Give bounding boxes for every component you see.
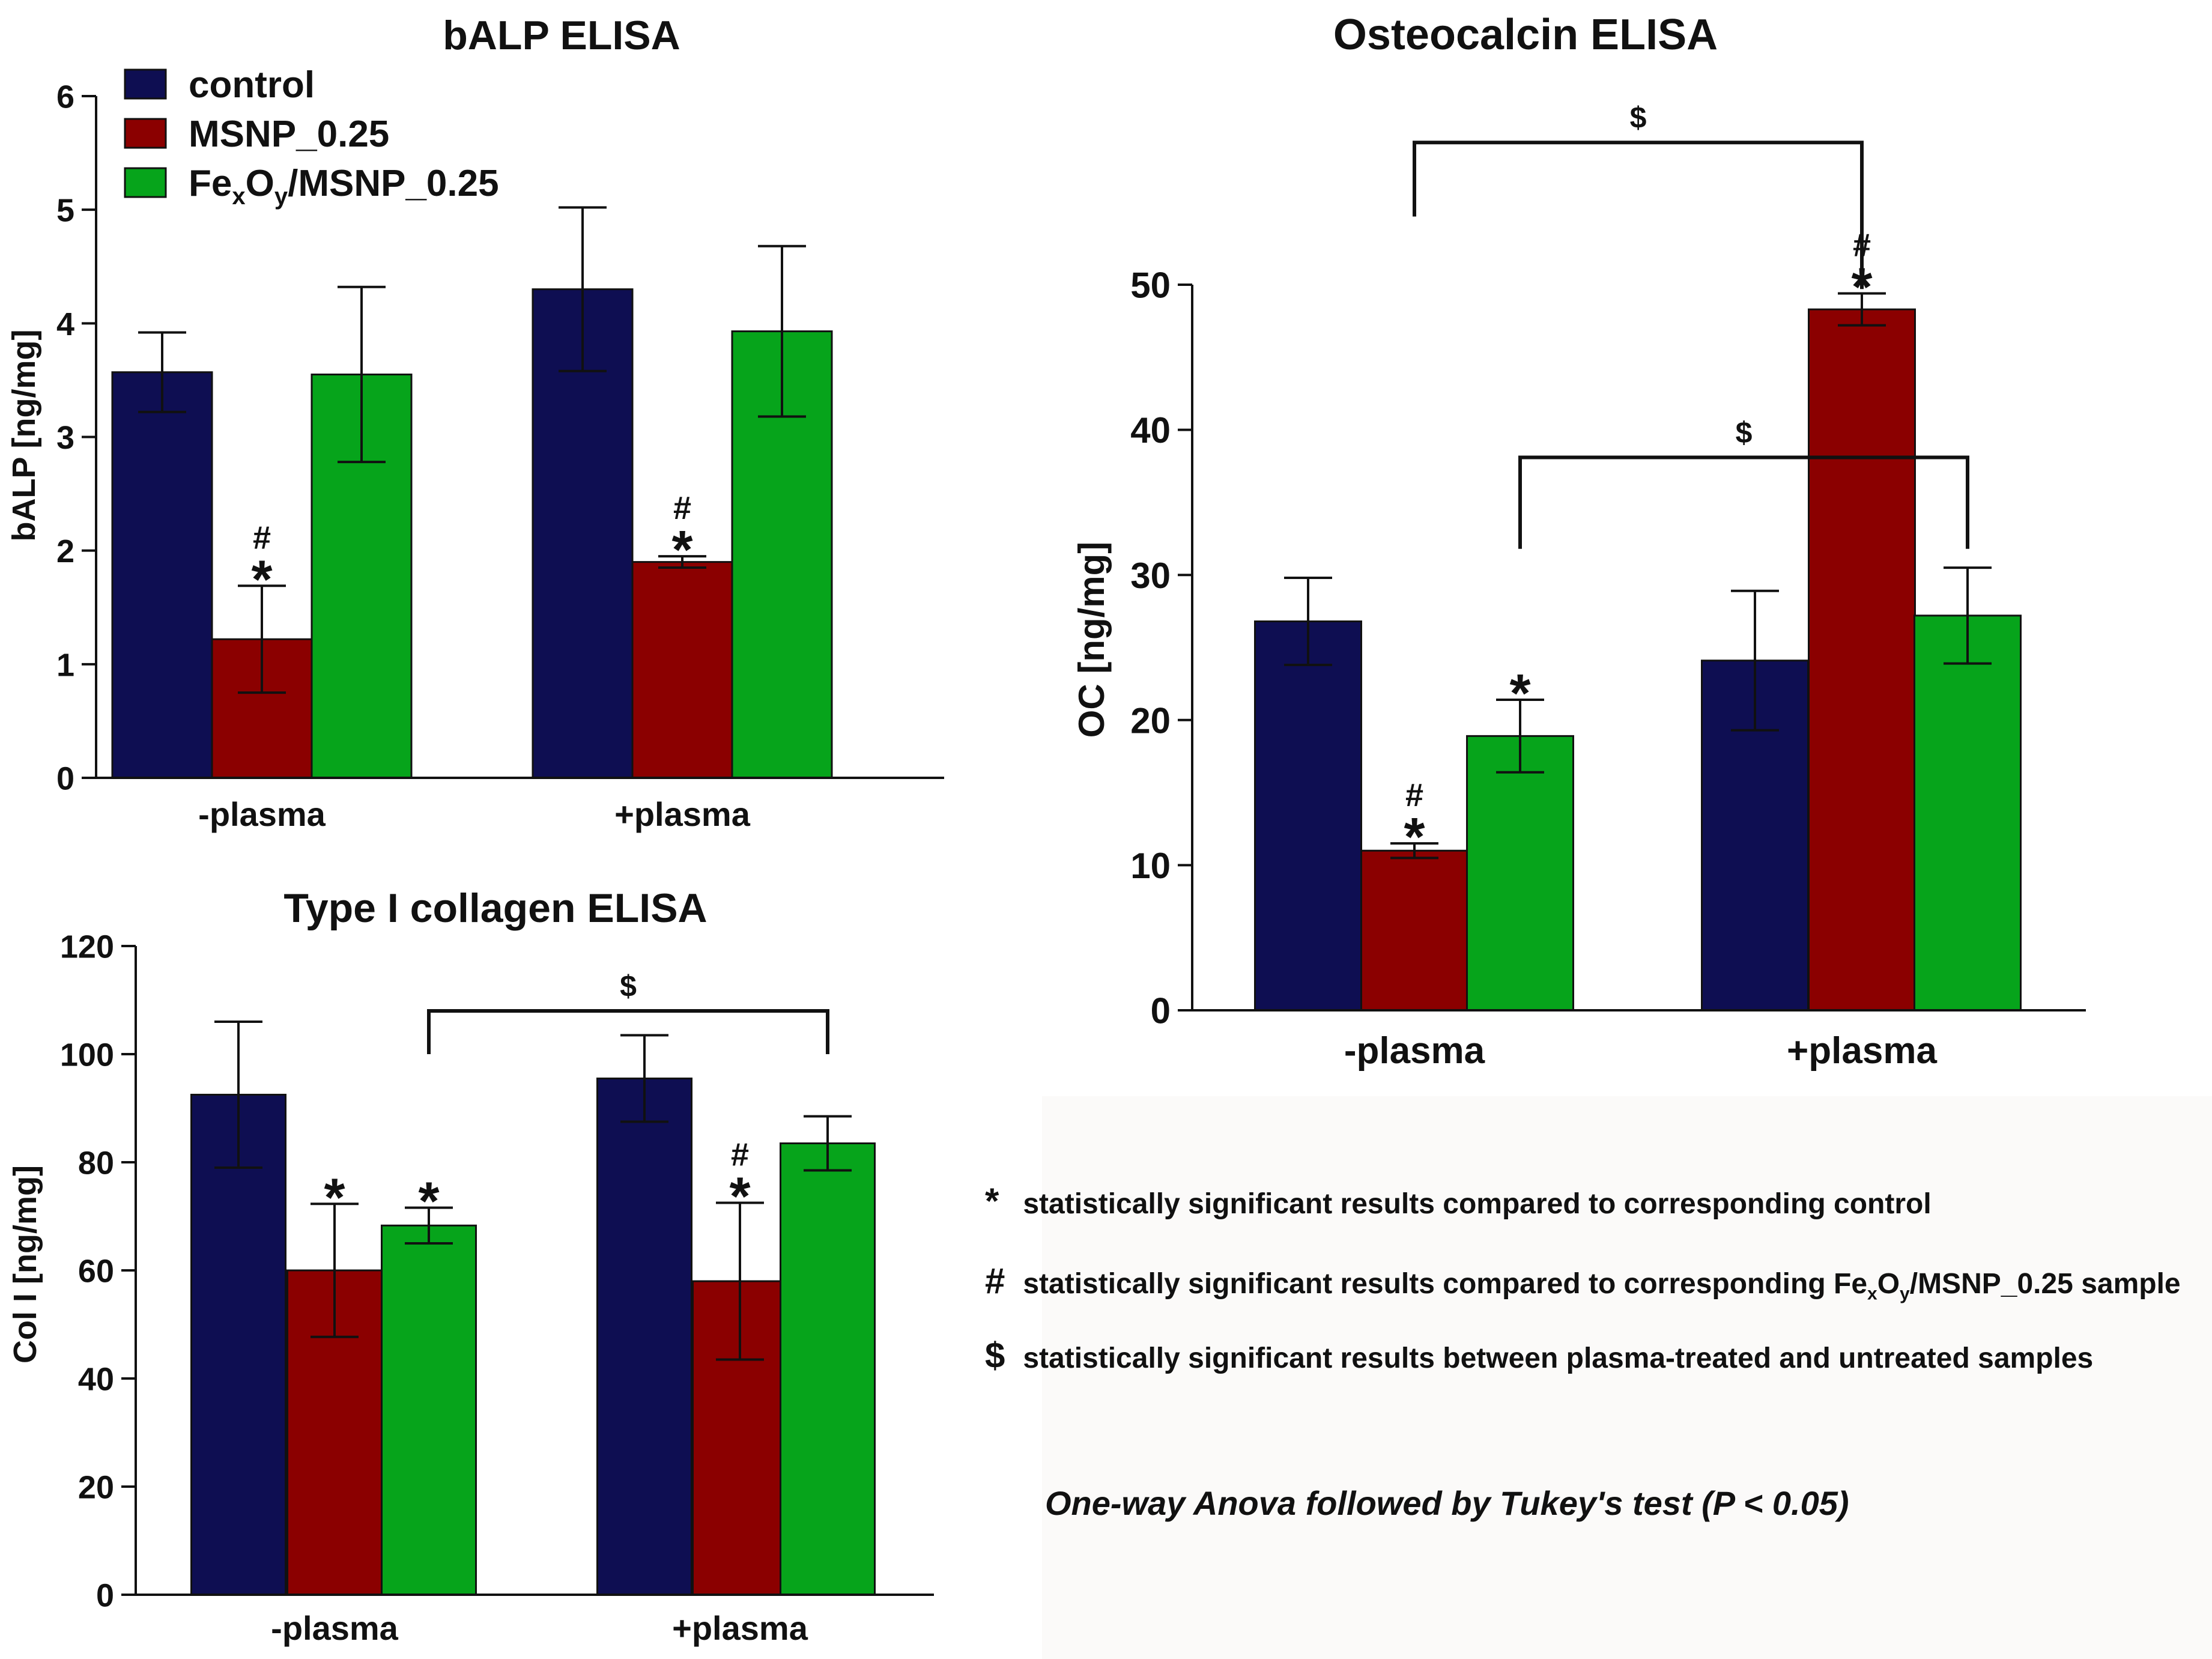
balp-significance-star: *	[671, 520, 692, 580]
oc-significance-hash: #	[1405, 777, 1423, 813]
oc-title: Osteocalcin ELISA	[1333, 11, 1718, 59]
col-bar-control-minus-plasma	[190, 1094, 286, 1596]
col-significance-hash: #	[731, 1137, 749, 1173]
legend-label-part: Fe	[189, 163, 232, 204]
balp-y-tick-label: 2	[56, 533, 74, 569]
oc-bar-fexoy-msnp-0-25-minus-plasma	[1466, 735, 1574, 1011]
balp-significance-hash: #	[253, 520, 271, 556]
note-star-text: statistically significant results compar…	[1023, 1188, 1932, 1220]
balp-y-tick-label: 0	[56, 760, 74, 796]
col-y-tick-label: 60	[78, 1253, 114, 1289]
oc-bar-msnp-0-25-minus-plasma	[1360, 849, 1468, 1011]
col-category-label: +plasma	[672, 1609, 808, 1647]
col-y-tick-label: 80	[78, 1145, 114, 1181]
col-title: Type I collagen ELISA	[283, 885, 707, 931]
col-y-tick-label: 20	[78, 1469, 114, 1505]
legend-label-subscript: x	[232, 183, 245, 210]
balp-y-tick-label: 3	[56, 420, 74, 456]
balp-y-tick-label: 1	[56, 647, 74, 683]
oc-y-tick-label: 0	[1151, 991, 1171, 1031]
oc-category-label: -plasma	[1344, 1030, 1485, 1072]
note-hash-text-end: /MSNP_0.25 sample	[1909, 1268, 2181, 1300]
balp-y-axis-label: bALP [ng/mg]	[6, 330, 42, 542]
oc-bracket-dollar-label: $	[1630, 101, 1647, 135]
balp-category-label: +plasma	[614, 795, 751, 833]
balp-bar-msnp-0-25-plus-plasma	[631, 561, 733, 779]
legend-label: control	[189, 64, 315, 106]
balp-significance-hash: #	[673, 490, 691, 526]
oc-y-tick-label: 50	[1130, 265, 1171, 306]
oc-y-tick-label: 30	[1130, 556, 1171, 596]
oc-category-label: +plasma	[1787, 1030, 1937, 1072]
oc-significance-star: *	[1509, 664, 1530, 724]
col-bar-fexoy-msnp-0-25-plus-plasma	[780, 1142, 876, 1596]
balp-y-tick-label: 5	[56, 193, 74, 229]
oc-bar-control-minus-plasma	[1254, 620, 1362, 1011]
oc-bar-msnp-0-25-plus-plasma	[1808, 308, 1916, 1011]
notes-panel	[1042, 1096, 2212, 1659]
note-hash-sub-y: y	[1900, 1284, 1910, 1304]
note-dollar-text: statistically significant results betwee…	[1023, 1342, 2094, 1374]
legend-label-part: /MSNP_0.25	[288, 163, 499, 204]
balp-bar-control-minus-plasma	[111, 371, 213, 779]
legend-label-part: O	[246, 163, 274, 204]
col-significance-star: *	[729, 1167, 750, 1227]
dollar-symbol: $	[985, 1335, 1005, 1375]
oc-comparison-bracket	[1413, 141, 1864, 290]
col-y-tick-label: 100	[60, 1037, 114, 1073]
col-y-tick-label: 40	[78, 1361, 114, 1397]
oc-significance-star: *	[1404, 807, 1425, 867]
col-significance-star: *	[324, 1168, 345, 1228]
note-dollar: $ statistically significant results betw…	[985, 1335, 2093, 1376]
statistical-test-note: One-way Anova followed by Tukey's test (…	[1045, 1484, 1849, 1522]
oc-bracket-dollar-label: $	[1736, 416, 1753, 450]
oc-y-tick-label: 40	[1130, 410, 1171, 450]
note-hash-text: statistically significant results compar…	[1023, 1268, 1868, 1300]
col-comparison-bracket	[427, 1009, 829, 1054]
balp-y-tick-label: 4	[56, 306, 74, 342]
legend-label: FexOy/MSNP_0.25	[189, 163, 499, 210]
oc-bar-fexoy-msnp-0-25-plus-plasma	[1914, 614, 2022, 1011]
note-star: * statistically significant results comp…	[985, 1180, 1932, 1222]
balp-significance-star: *	[251, 550, 272, 610]
oc-y-tick-label: 10	[1130, 846, 1171, 886]
balp-y-tick-label: 6	[56, 79, 74, 115]
legend-swatch	[124, 118, 167, 149]
oc-comparison-bracket	[1518, 455, 1969, 549]
col-y-axis-label: Col I [ng/mg]	[7, 1165, 43, 1363]
legend-swatch	[124, 167, 167, 198]
hash-symbol: #	[985, 1261, 1005, 1301]
note-hash-sub-x: x	[1867, 1284, 1877, 1304]
col-bar-control-plus-plasma	[596, 1078, 692, 1596]
legend-label: MSNP_0.25	[189, 114, 389, 155]
col-bracket-dollar-label: $	[620, 969, 637, 1003]
col-y-tick-label: 0	[96, 1577, 114, 1613]
legend: control MSNP_0.25 FexOy/MSNP_0.25	[124, 64, 499, 210]
legend-swatch	[124, 68, 167, 100]
col-y-tick-label: 120	[60, 929, 114, 965]
oc-y-tick-label: 20	[1130, 700, 1171, 741]
col-bar-fexoy-msnp-0-25-minus-plasma	[381, 1224, 477, 1596]
star-symbol: *	[985, 1181, 999, 1221]
note-hash: # statistically significant results comp…	[985, 1260, 2181, 1305]
oc-y-axis-label: OC [ng/mg]	[1071, 542, 1112, 738]
col-category-label: -plasma	[271, 1609, 398, 1647]
note-hash-o: O	[1877, 1268, 1900, 1300]
balp-title: bALP ELISA	[443, 13, 680, 58]
legend-label-subscript: y	[274, 183, 288, 210]
balp-category-label: -plasma	[198, 795, 326, 833]
col-significance-star: *	[418, 1172, 439, 1232]
